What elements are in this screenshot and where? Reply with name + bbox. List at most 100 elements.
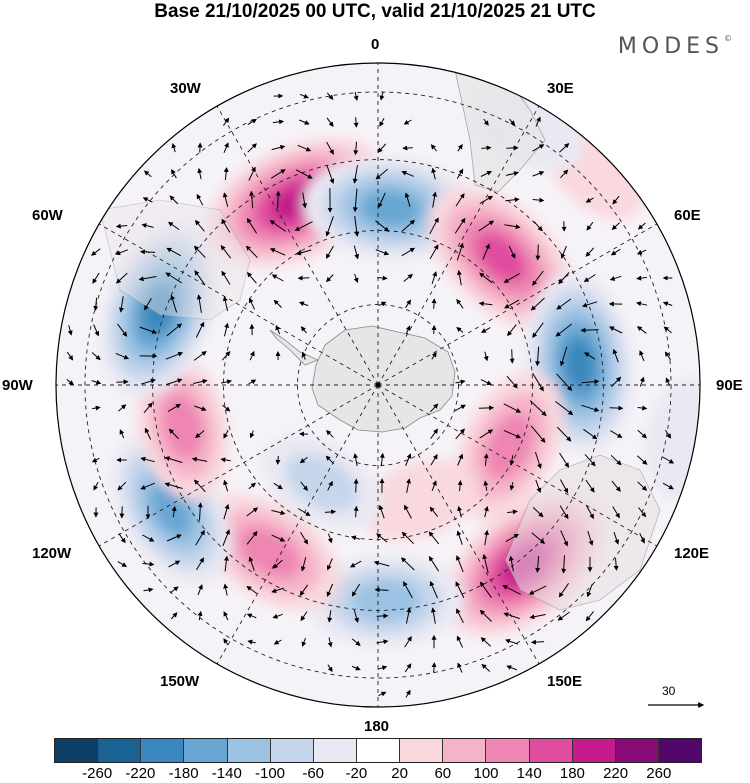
- wind-vector: [376, 533, 388, 543]
- wind-vector: [378, 691, 387, 697]
- wind-vector: [246, 530, 258, 545]
- wind-vector: [508, 555, 514, 572]
- wind-vector: [401, 219, 416, 232]
- wind-vector: [559, 143, 570, 153]
- wind-vector: [220, 379, 232, 385]
- wind-vector: [587, 530, 594, 546]
- wind-vector: [456, 269, 462, 286]
- wind-vector: [532, 170, 545, 177]
- wind-vector: [115, 352, 130, 360]
- wind-vector: [269, 220, 286, 232]
- wind-vector: [171, 142, 177, 153]
- wind-vector: [166, 534, 182, 542]
- wind-vector: [222, 192, 229, 207]
- wind-vector: [171, 505, 177, 518]
- wind-vector: [530, 425, 546, 443]
- wind-vector: [93, 324, 100, 337]
- wind-vector: [247, 118, 257, 126]
- anomaly-contour: [485, 413, 534, 480]
- wind-vector: [585, 197, 594, 203]
- wind-vector: [271, 509, 286, 516]
- wind-vector: [612, 348, 619, 363]
- wind-vector: [117, 481, 127, 491]
- logo-copyright-mark: ©: [724, 34, 732, 43]
- wind-vector: [325, 216, 334, 237]
- wind-vector: [353, 91, 359, 101]
- wind-vector: [248, 166, 256, 181]
- anomaly-contour: [141, 284, 176, 335]
- colorbar-tick-label: -100: [254, 765, 286, 782]
- wind-vector: [611, 222, 620, 230]
- wind-vector: [637, 429, 647, 439]
- wind-vector: [271, 144, 286, 151]
- colorbar-swatch: [141, 739, 185, 762]
- wind-vector: [559, 479, 569, 494]
- wind-vector: [610, 248, 621, 256]
- wind-vector: [457, 480, 463, 492]
- wind-vector: [377, 275, 388, 281]
- wind-vector: [483, 480, 489, 491]
- wind-vector: [455, 555, 464, 573]
- latitude-circle: [84, 91, 672, 679]
- wind-vector: [376, 639, 389, 645]
- colorbar-tick-label: 260: [646, 765, 672, 782]
- wind-vector: [431, 325, 437, 335]
- lon-label-90e: 90E: [716, 377, 743, 394]
- wind-vector: [294, 221, 313, 231]
- wind-vector: [431, 271, 438, 285]
- wind-vector: [223, 611, 229, 621]
- wind-vector: [404, 192, 411, 207]
- wind-vector: [301, 351, 307, 360]
- colorbar: [54, 738, 702, 763]
- wind-vector: [506, 375, 518, 389]
- anomaly-contour: [360, 459, 479, 541]
- wind-vector: [585, 479, 595, 493]
- antarctica-landmass: [311, 325, 456, 433]
- wind-vector: [138, 276, 157, 282]
- wind-vector: [637, 481, 648, 491]
- wind-vector: [326, 164, 335, 184]
- wind-vector: [299, 584, 309, 597]
- wind-vector: [168, 560, 181, 568]
- wind-vector: [223, 638, 229, 646]
- wind-vector: [92, 272, 100, 284]
- wind-vector: [117, 323, 128, 337]
- wind-vector: [353, 505, 359, 518]
- wind-vector: [483, 505, 489, 518]
- lon-label-180: 180: [364, 718, 390, 735]
- wind-vector: [379, 92, 385, 101]
- colorbar-tick-label: -20: [345, 765, 368, 782]
- wind-vector: [505, 533, 520, 543]
- wind-vector: [581, 301, 598, 308]
- wind-vector: [509, 349, 515, 364]
- wind-vector: [118, 296, 124, 313]
- wind-vector: [528, 585, 547, 595]
- wind-vector: [533, 221, 543, 232]
- wind-vector: [353, 453, 359, 467]
- wind-vector: [532, 270, 544, 286]
- wind-vector: [534, 451, 542, 469]
- wind-vector: [249, 350, 255, 361]
- wind-vector: [508, 245, 516, 259]
- wind-vector: [455, 428, 465, 440]
- wind-vector: [275, 324, 281, 335]
- wind-vector: [532, 197, 545, 203]
- wind-vector: [327, 610, 333, 623]
- wind-vector: [196, 193, 204, 206]
- wind-vector: [664, 351, 671, 361]
- wind-vector: [142, 534, 155, 542]
- wind-vector: [377, 143, 387, 153]
- wind-vector: [272, 119, 285, 125]
- wind-vector: [221, 218, 231, 233]
- wind-vector: [171, 169, 177, 179]
- wind-vector: [585, 611, 594, 622]
- colorbar-tick-label: 180: [559, 765, 585, 782]
- wind-vector: [375, 220, 390, 232]
- anomaly-contour: [162, 393, 204, 460]
- wind-vector: [586, 221, 594, 231]
- wind-vector: [375, 249, 390, 256]
- wind-vector: [300, 531, 309, 545]
- wind-vector: [480, 637, 491, 647]
- wind-vector: [300, 481, 308, 491]
- wind-vector: [325, 245, 334, 259]
